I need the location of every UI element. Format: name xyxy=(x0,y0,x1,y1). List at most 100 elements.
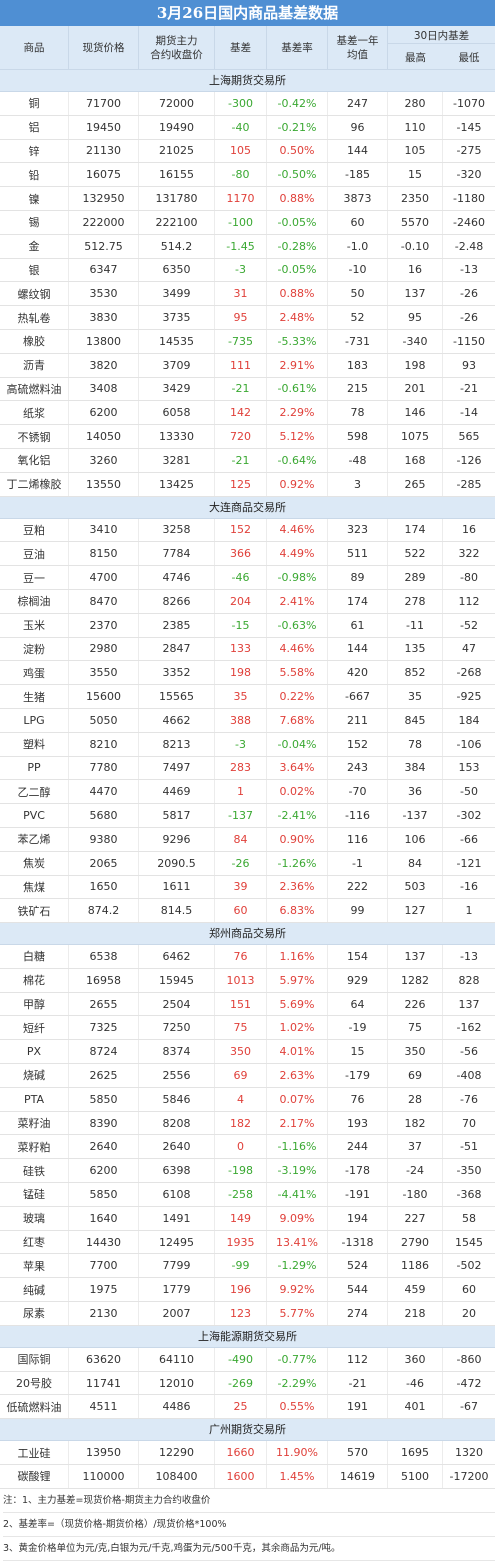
cell-high: 522 xyxy=(388,542,443,566)
cell-high: 35 xyxy=(388,685,443,708)
cell-high: 2350 xyxy=(388,187,443,210)
cell-commodity: 菜籽油 xyxy=(0,1111,69,1135)
cell-basis-rate: -0.04% xyxy=(267,732,328,756)
cell-futures: 6058 xyxy=(139,401,215,425)
cell-futures: 222100 xyxy=(139,210,215,234)
header-high: 最高 xyxy=(405,52,426,64)
cell-high: 852 xyxy=(388,661,443,685)
cell-low: -1150 xyxy=(453,334,485,348)
cell-basis-year-avg: 144 xyxy=(328,139,388,163)
table-row: 苯乙烯 9380 9296 84 0.90% 116 106 -66 xyxy=(0,827,495,852)
cell-commodity: 生猪 xyxy=(0,685,69,708)
cell-basis: 123 xyxy=(215,1302,267,1325)
cell-commodity: 乙二醇 xyxy=(0,780,69,804)
cell-spot: 8390 xyxy=(69,1111,139,1135)
cell-spot: 9380 xyxy=(69,827,139,851)
cell-commodity: 锰硅 xyxy=(0,1183,69,1206)
cell-basis-rate: 4.01% xyxy=(267,1040,328,1064)
cell-commodity: 工业硅 xyxy=(0,1441,69,1465)
cell-basis-rate: -0.21% xyxy=(267,115,328,139)
cell-futures: 4469 xyxy=(139,780,215,804)
cell-commodity: 碳酸锂 xyxy=(0,1465,69,1488)
cell-high: 137 xyxy=(388,945,443,968)
cell-basis-year-avg: 598 xyxy=(328,425,388,448)
cell-low: -16 xyxy=(460,880,478,894)
cell-basis: 4 xyxy=(215,1087,267,1111)
table-row: 碳酸锂 110000 108400 1600 1.45% 14619 5100 -17200 xyxy=(0,1465,495,1489)
cell-basis: 152 xyxy=(215,518,267,542)
cell-basis-rate: 5.97% xyxy=(267,968,328,992)
cell-commodity: 短纤 xyxy=(0,1016,69,1040)
cell-futures: 21025 xyxy=(139,139,215,163)
cell-low: -472 xyxy=(456,1376,482,1390)
cell-basis: 149 xyxy=(215,1206,267,1230)
cell-basis-year-avg: 222 xyxy=(328,875,388,899)
cell-high: 218 xyxy=(388,1302,443,1325)
cell-basis-year-avg: -10 xyxy=(328,258,388,282)
table-row: 烧碱 2625 2556 69 2.63% -179 69 -408 xyxy=(0,1064,495,1088)
cell-commodity: 螺纹钢 xyxy=(0,282,69,306)
cell-basis: -490 xyxy=(215,1347,267,1371)
cell-futures: 6108 xyxy=(139,1183,215,1206)
cell-basis-rate: 0.88% xyxy=(267,282,328,306)
cell-basis: 84 xyxy=(215,827,267,851)
cell-commodity: 氧化铝 xyxy=(0,448,69,472)
cell-commodity: 棕榈油 xyxy=(0,589,69,613)
cell-commodity: 20号胶 xyxy=(0,1371,69,1395)
footnote-3: 3、黄金价格单位为元/克,白银为元/千克,鸡蛋为元/500千克，其余商品为元/吨… xyxy=(3,1537,495,1561)
cell-futures: 514.2 xyxy=(139,234,215,258)
cell-basis: 1600 xyxy=(215,1465,267,1488)
cell-low: -126 xyxy=(456,453,482,467)
table-row: PTA 5850 5846 4 0.07% 76 28 -76 xyxy=(0,1087,495,1112)
cell-low: -302 xyxy=(456,809,482,822)
cell-basis: 25 xyxy=(215,1395,267,1419)
cell-basis-rate: 2.41% xyxy=(267,589,328,613)
cell-spot: 13550 xyxy=(69,472,139,496)
cell-basis: 366 xyxy=(215,542,267,566)
cell-high: 280 xyxy=(388,92,443,115)
cell-basis: -15 xyxy=(215,613,267,637)
cell-basis-year-avg: 3 xyxy=(328,472,388,496)
cell-commodity: 银 xyxy=(0,258,69,282)
cell-futures: 2847 xyxy=(139,637,215,661)
cell-high: 2790 xyxy=(388,1230,443,1254)
cell-spot: 1650 xyxy=(69,875,139,899)
cell-basis-rate: -1.29% xyxy=(267,1254,328,1278)
cell-commodity: PX xyxy=(0,1040,69,1064)
cell-basis-rate: -0.77% xyxy=(267,1347,328,1371)
cell-low: 137 xyxy=(458,997,480,1011)
cell-basis-year-avg: -178 xyxy=(328,1159,388,1183)
cell-commodity: 锡 xyxy=(0,210,69,234)
cell-basis: 133 xyxy=(215,637,267,661)
cell-spot: 2640 xyxy=(69,1135,139,1159)
table-row: 氧化铝 3260 3281 -21 -0.64% -48 168 -126 xyxy=(0,448,495,473)
cell-futures: 13425 xyxy=(139,472,215,496)
cell-low: -76 xyxy=(460,1092,478,1106)
cell-basis-year-avg: 152 xyxy=(328,732,388,756)
table-row: 豆油 8150 7784 366 4.49% 511 522 322 xyxy=(0,542,495,567)
cell-basis-year-avg: 3873 xyxy=(328,187,388,210)
table-row: PVC 5680 5817 -137 -2.41% -116 -137 -302 xyxy=(0,804,495,828)
cell-basis-year-avg: -116 xyxy=(328,804,388,827)
cell-basis-rate: -0.98% xyxy=(267,566,328,589)
cell-spot: 3260 xyxy=(69,448,139,472)
cell-basis-rate: 11.90% xyxy=(267,1441,328,1465)
cell-basis: -40 xyxy=(215,115,267,139)
cell-high: 360 xyxy=(388,1347,443,1371)
cell-commodity: 淀粉 xyxy=(0,637,69,661)
cell-futures: 15565 xyxy=(139,685,215,708)
cell-basis-year-avg: 570 xyxy=(328,1441,388,1465)
cell-basis-rate: 9.92% xyxy=(267,1278,328,1302)
cell-basis-rate: -0.50% xyxy=(267,163,328,187)
cell-low: -145 xyxy=(456,120,482,134)
cell-basis-rate: -0.64% xyxy=(267,448,328,472)
table-row: 棉花 16958 15945 1013 5.97% 929 1282 828 xyxy=(0,968,495,993)
table-row: 锡 222000 222100 -100 -0.05% 60 5570 -2460 xyxy=(0,210,495,235)
cell-futures: 1611 xyxy=(139,875,215,899)
cell-low: -268 xyxy=(456,666,482,680)
footnote-2: 2、基差率=（现货价格-期货价格）/现货价格*100% xyxy=(3,1513,495,1537)
table-row: 棕榈油 8470 8266 204 2.41% 174 278 112 xyxy=(0,589,495,614)
cell-basis: -26 xyxy=(215,851,267,875)
cell-basis-rate: 9.09% xyxy=(267,1206,328,1230)
header-basis-year-avg: 基差一年 均值 xyxy=(328,26,388,69)
